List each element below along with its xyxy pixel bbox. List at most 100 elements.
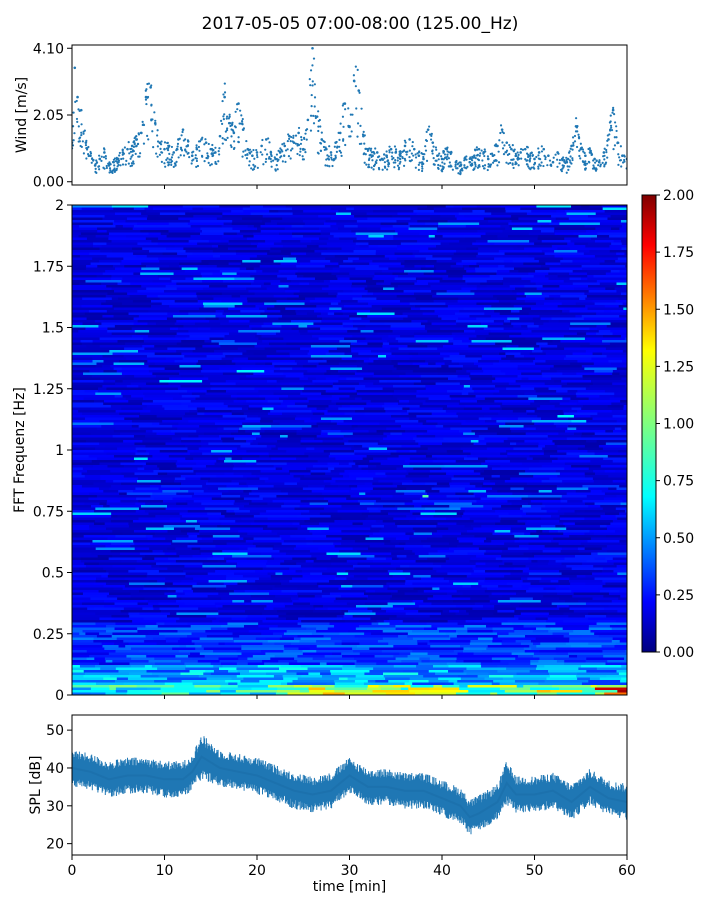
wind-point — [571, 136, 575, 139]
spectrogram-cell — [193, 457, 219, 461]
spectrogram-cell — [316, 315, 350, 318]
wind-point — [80, 134, 83, 137]
spectrogram-cell — [224, 420, 261, 423]
spectrogram-cell — [514, 535, 540, 538]
spectrogram-cell — [134, 542, 172, 546]
wind-point — [311, 84, 314, 87]
wind-point — [585, 162, 589, 165]
wind-point — [230, 135, 233, 138]
wind-point — [414, 153, 417, 156]
spectrogram-cell — [72, 392, 96, 396]
spectrogram-cell — [273, 260, 298, 263]
spectrogram-cell — [478, 365, 519, 368]
spectrogram-cell — [223, 232, 238, 236]
spectrogram-cell — [537, 395, 577, 398]
wind-point — [166, 141, 169, 145]
spectrogram-cell — [555, 560, 588, 563]
spectrogram-cell — [551, 300, 593, 303]
spectrogram-cell — [93, 242, 107, 246]
spectrogram-cell — [455, 612, 470, 616]
wind-point — [613, 144, 617, 147]
spectrogram-cell — [595, 230, 627, 233]
spectrogram-cell — [551, 515, 561, 518]
spectrogram-cell — [432, 255, 477, 258]
spectrogram-cell — [462, 265, 470, 268]
wind-point — [329, 151, 333, 154]
spectrogram-cell — [179, 365, 202, 368]
spectrogram-cell — [386, 355, 396, 358]
spectrogram-cell — [123, 607, 143, 611]
spectrogram-cell — [292, 600, 335, 603]
spectrogram-cell — [353, 445, 363, 448]
spectrogram-cell — [72, 547, 97, 551]
spectrogram-cell — [72, 420, 101, 423]
spectrogram-cell — [366, 507, 379, 511]
spectrogram-cell — [165, 285, 210, 288]
spectrogram-cell — [171, 437, 182, 441]
spectrogram-cell — [325, 377, 341, 381]
spectrogram-cell — [343, 437, 384, 441]
spectrogram-cell — [442, 407, 465, 411]
spectrogram-cell — [207, 505, 245, 508]
wind-point — [579, 142, 582, 145]
spectrogram-cell — [225, 457, 233, 461]
spectrogram-cell — [510, 360, 534, 363]
wind-point — [493, 159, 496, 162]
wind-point — [593, 157, 596, 161]
spectrogram-cell — [544, 252, 585, 256]
spectrogram-cell — [494, 605, 520, 608]
spectrogram-cell — [246, 580, 256, 583]
spectrogram-cell — [106, 230, 141, 233]
wind-point — [275, 158, 279, 161]
spectrogram-cell — [549, 267, 583, 271]
spectrogram-cell — [572, 260, 591, 263]
spectrogram-cell — [344, 225, 359, 228]
spectrogram-cell — [509, 597, 534, 601]
spectrogram-cell — [78, 235, 97, 238]
spectrogram-cell — [159, 292, 197, 296]
spectrogram-cell — [153, 607, 160, 611]
wind-point — [393, 166, 396, 169]
spectrogram-cell — [149, 330, 189, 333]
spectrogram-cell — [273, 407, 310, 411]
spectrogram-cell — [130, 595, 169, 598]
spectrogram-cell — [462, 367, 483, 371]
wind-point — [195, 165, 198, 168]
wind-point — [312, 57, 316, 60]
spectrogram-cell — [187, 532, 200, 536]
wind-point — [501, 141, 504, 144]
wind-point — [170, 145, 174, 149]
spectrogram-cell — [307, 330, 348, 333]
wind-point — [254, 165, 257, 168]
spectrogram-cell — [309, 282, 353, 286]
spectrogram-cell — [321, 320, 354, 323]
wind-point — [82, 152, 85, 155]
spectrogram-cell — [165, 370, 181, 373]
spectrogram-cell — [346, 560, 374, 563]
spectrogram-cell — [397, 247, 429, 251]
spectrogram-cell — [419, 497, 428, 501]
spectrogram-cell — [297, 592, 331, 596]
spectrogram-cell — [549, 477, 594, 481]
wind-point — [156, 134, 159, 137]
spectrogram-cell — [367, 595, 393, 598]
spectrogram-cell — [412, 355, 451, 358]
spectrogram-cell — [329, 307, 343, 311]
spectrogram-cell — [101, 322, 135, 326]
spectrogram-cell — [392, 482, 403, 486]
spectrogram-cell — [418, 420, 427, 423]
spectrogram-cell — [426, 420, 466, 423]
spectrogram-cell — [72, 552, 92, 556]
spectrogram-cell — [350, 587, 388, 591]
spectrogram-cell — [581, 435, 593, 438]
spectrogram-cell — [281, 412, 314, 416]
wind-point — [510, 158, 513, 161]
spectrogram-cell — [180, 375, 205, 378]
spectrogram-cell — [394, 355, 413, 358]
spectrogram-cell — [459, 362, 475, 366]
spectrogram-cell — [72, 315, 103, 318]
spectrogram-cell — [103, 585, 126, 588]
spectrogram-cell — [409, 302, 446, 306]
wind-point — [218, 134, 222, 138]
spectrogram-cell — [303, 372, 325, 376]
